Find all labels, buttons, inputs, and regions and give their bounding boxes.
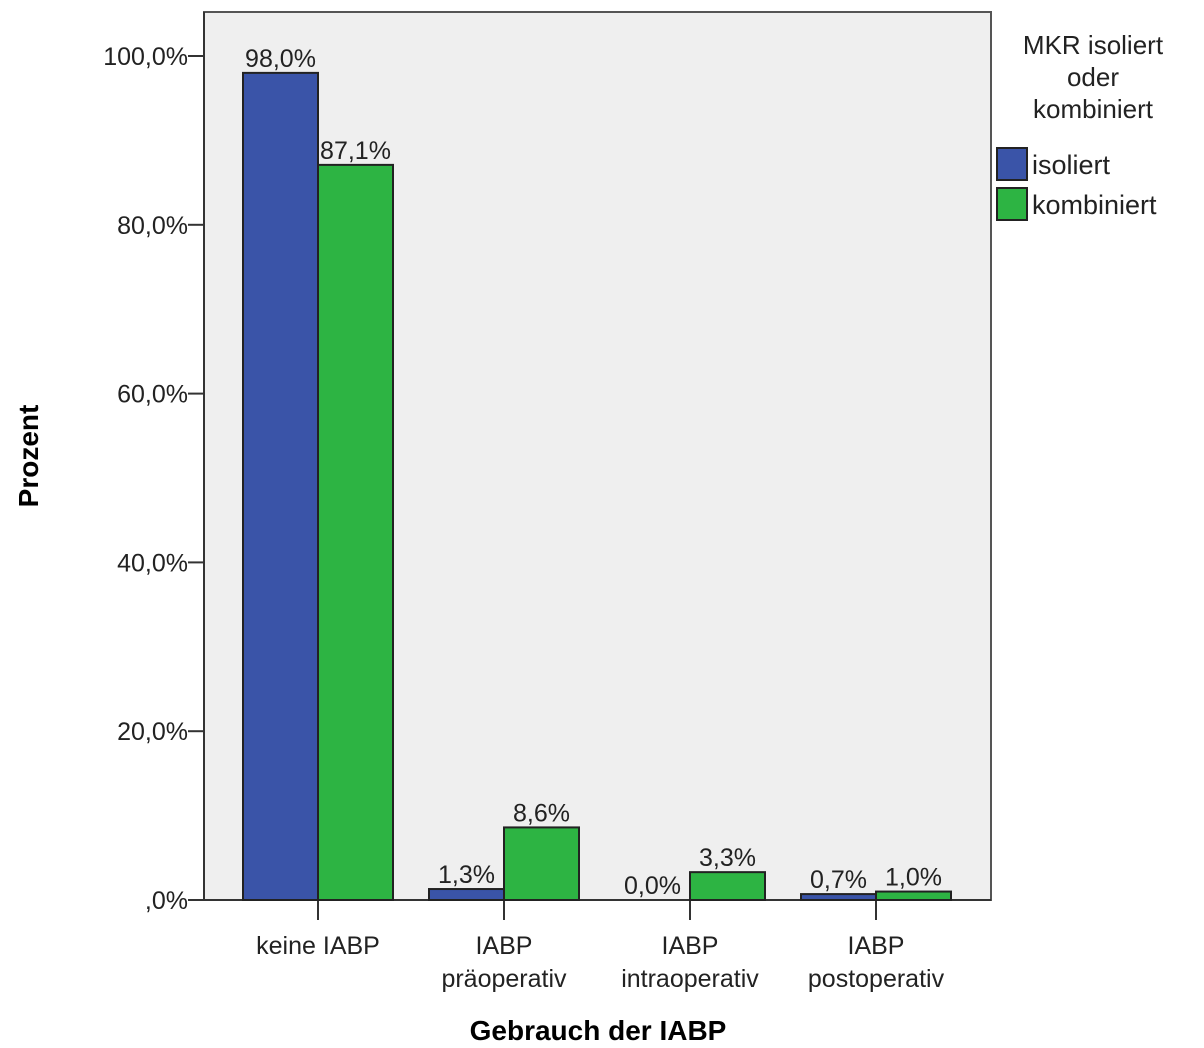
x-category-label: keine IABP xyxy=(256,932,380,960)
y-tick-label: ,0% xyxy=(145,887,188,915)
y-axis: ,0% 20,0% 40,0% 60,0% 80,0% 100,0% xyxy=(103,12,205,915)
data-label-kombiniert: 8,6% xyxy=(513,799,570,827)
bar-kombiniert-1 xyxy=(503,826,580,902)
bar-kombiniert-3 xyxy=(875,890,952,901)
data-label-isoliert: 0,7% xyxy=(810,866,867,894)
data-label-kombiniert: 3,3% xyxy=(699,844,756,872)
data-label-isoliert: 98,0% xyxy=(245,45,316,73)
x-category-label: IABP xyxy=(848,932,905,960)
bar-isoliert-3 xyxy=(800,893,877,901)
y-tick-label: 20,0% xyxy=(117,718,188,746)
legend: MKR isoliertoderkombiniertisoliertkombin… xyxy=(996,30,1164,221)
y-axis-title: Prozent xyxy=(13,405,44,508)
bar-kombiniert-2 xyxy=(689,871,766,902)
x-category-label: intraoperativ xyxy=(621,965,759,993)
data-label-kombiniert: 87,1% xyxy=(320,137,391,165)
legend-title: MKR isoliert xyxy=(1023,30,1164,60)
y-tick-label: 40,0% xyxy=(117,549,188,577)
legend-label-kombiniert: kombiniert xyxy=(1032,190,1157,220)
bar-isoliert-1 xyxy=(428,888,505,902)
y-tick-label: 80,0% xyxy=(117,212,188,240)
legend-title: kombiniert xyxy=(1033,94,1154,124)
legend-label-isoliert: isoliert xyxy=(1032,150,1111,180)
data-label-isoliert: 0,0% xyxy=(624,872,681,900)
data-labels: 98,0% 87,1% 1,3% 8,6% 0,0% 3,3% 0,7% 1,0% xyxy=(245,45,942,900)
legend-title: oder xyxy=(1067,62,1119,92)
legend-swatch-kombiniert xyxy=(996,187,1028,221)
data-label-kombiniert: 1,0% xyxy=(885,864,942,892)
x-axis-title: Gebrauch der IABP xyxy=(470,1015,727,1046)
data-label-isoliert: 1,3% xyxy=(438,861,495,889)
y-tick-label: 100,0% xyxy=(103,43,188,71)
y-tick-label: 60,0% xyxy=(117,381,188,409)
legend-swatch-isoliert xyxy=(996,147,1028,181)
bar-kombiniert-0 xyxy=(317,163,394,902)
x-category-label: IABP xyxy=(476,932,533,960)
x-category-label: präoperativ xyxy=(441,965,567,993)
bar-isoliert-0 xyxy=(242,71,319,901)
x-category-label: postoperativ xyxy=(808,965,945,993)
x-axis: keine IABP IABP präoperativ IABP intraoperat… xyxy=(204,899,991,993)
x-category-label: IABP xyxy=(662,932,719,960)
bars xyxy=(242,71,952,902)
